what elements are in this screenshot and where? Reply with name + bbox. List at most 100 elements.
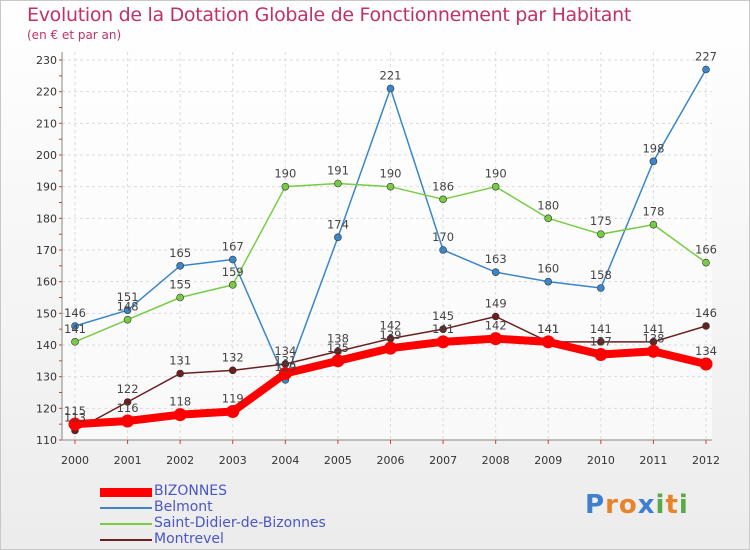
data-point <box>702 322 710 330</box>
data-label: 138 <box>642 331 664 345</box>
legend-swatch <box>100 507 152 509</box>
logo-letter: x <box>637 490 656 520</box>
data-label: 180 <box>537 198 559 212</box>
proxiti-logo: Proxiti <box>585 490 689 520</box>
plot-area <box>62 52 712 440</box>
x-tick-label: 2002 <box>166 454 194 467</box>
data-point <box>123 398 132 406</box>
y-tick-label: 190 <box>36 181 57 194</box>
data-label: 191 <box>327 164 349 178</box>
data-label: 170 <box>432 230 454 244</box>
logo-letter: r <box>605 490 619 520</box>
data-point <box>228 366 237 375</box>
data-point <box>489 332 503 346</box>
data-label: 160 <box>537 262 559 276</box>
data-point <box>597 230 605 238</box>
data-label: 141 <box>537 322 559 336</box>
data-label: 158 <box>590 268 612 282</box>
data-point <box>281 182 290 191</box>
x-tick-label: 2008 <box>482 454 510 467</box>
data-label: 190 <box>380 167 402 181</box>
y-tick-label: 140 <box>36 339 57 352</box>
data-point <box>386 84 395 93</box>
data-point <box>68 417 82 431</box>
legend-label: Montrevel <box>154 531 224 547</box>
data-label: 163 <box>485 252 507 266</box>
logo-letter: t <box>665 490 679 520</box>
data-label: 190 <box>274 167 296 181</box>
logo-letter: i <box>655 490 666 520</box>
legend-label: Saint-Didier-de-Bizonnes <box>154 515 326 531</box>
logo-letter: i <box>678 490 689 520</box>
x-tick-label: 2001 <box>114 454 142 467</box>
data-label: 141 <box>64 322 86 336</box>
x-tick-label: 2012 <box>692 454 720 467</box>
x-tick-label: 2010 <box>587 454 615 467</box>
data-point <box>491 312 500 321</box>
x-tick-label: 2006 <box>377 454 405 467</box>
data-point <box>331 354 345 368</box>
data-point <box>702 258 710 267</box>
data-point <box>439 325 447 333</box>
legend-swatch <box>100 539 152 541</box>
data-label: 131 <box>169 354 191 368</box>
data-point <box>436 335 450 349</box>
y-tick-label: 120 <box>36 402 57 415</box>
data-point <box>176 369 184 378</box>
data-point <box>594 348 608 361</box>
data-point <box>123 315 132 324</box>
y-tick-label: 180 <box>36 212 57 225</box>
y-tick-label: 110 <box>36 434 57 447</box>
data-label: 141 <box>432 322 454 336</box>
data-label: 129 <box>274 360 296 374</box>
data-point <box>439 246 447 254</box>
data-point <box>228 255 237 264</box>
data-point <box>278 367 292 380</box>
data-label: 145 <box>432 309 454 323</box>
data-label: 116 <box>117 401 139 415</box>
y-tick-label: 160 <box>36 276 57 289</box>
logo-letter: P <box>585 490 606 520</box>
y-tick-label: 150 <box>36 307 57 320</box>
data-point <box>544 277 553 286</box>
data-label: 148 <box>117 300 139 314</box>
data-point <box>386 182 395 191</box>
data-label: 141 <box>590 322 612 336</box>
data-label: 175 <box>590 214 612 228</box>
legend-label: BIZONNES <box>154 483 228 499</box>
data-point <box>334 233 342 242</box>
data-label: 142 <box>485 319 507 333</box>
data-point <box>491 182 500 191</box>
chart-subtitle: (en € et par an) <box>27 28 122 42</box>
x-tick-label: 2000 <box>61 454 89 467</box>
data-label: 186 <box>432 179 454 193</box>
data-label: 190 <box>485 167 507 181</box>
data-label: 122 <box>117 382 139 396</box>
x-tick-label: 2007 <box>429 454 457 467</box>
data-label: 227 <box>695 50 717 64</box>
data-point <box>226 405 240 418</box>
data-point <box>176 262 184 270</box>
y-tick-label: 220 <box>36 86 57 99</box>
data-label: 151 <box>117 290 139 304</box>
data-label: 138 <box>327 331 349 345</box>
data-point <box>173 408 187 422</box>
data-label: 166 <box>695 243 717 257</box>
data-point <box>541 335 555 349</box>
data-label: 113 <box>64 411 86 425</box>
legend-swatch <box>100 523 152 525</box>
data-label: 221 <box>380 69 402 83</box>
data-label: 135 <box>327 341 349 355</box>
data-point <box>597 284 605 292</box>
data-label: 119 <box>222 392 244 406</box>
data-point <box>123 306 132 314</box>
data-point <box>71 322 79 330</box>
data-label: 142 <box>380 319 402 333</box>
x-tick-label: 2009 <box>534 454 562 467</box>
y-tick-label: 130 <box>36 371 57 384</box>
data-label: 134 <box>274 344 296 358</box>
x-tick-label: 2004 <box>271 454 299 467</box>
logo-letter: o <box>618 490 638 520</box>
data-label: 178 <box>642 205 664 219</box>
